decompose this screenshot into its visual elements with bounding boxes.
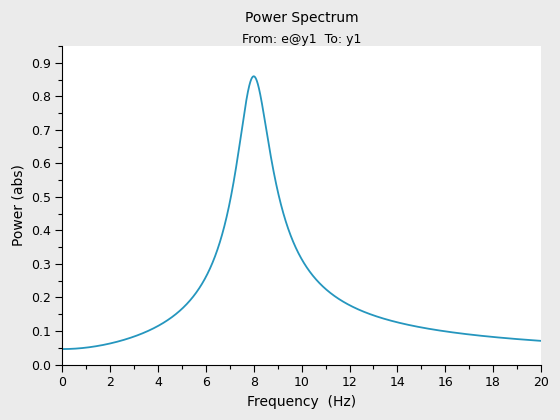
Text: Power Spectrum: Power Spectrum xyxy=(245,11,358,26)
X-axis label: Frequency  (Hz): Frequency (Hz) xyxy=(247,395,356,409)
Y-axis label: Power (abs): Power (abs) xyxy=(11,164,25,246)
Title: From: e@y1  To: y1: From: e@y1 To: y1 xyxy=(242,33,361,46)
